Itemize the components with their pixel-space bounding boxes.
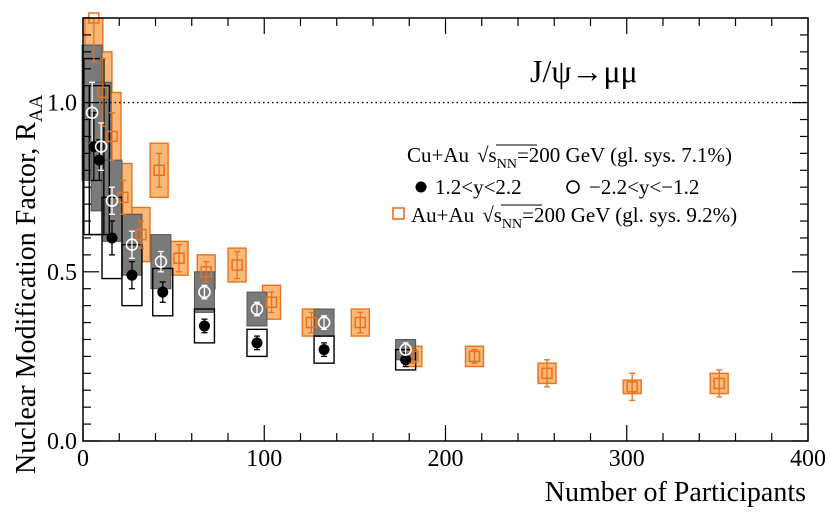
auau-point	[97, 86, 109, 99]
auau-point	[153, 164, 165, 177]
axes: 0 100 200 300 400 0.0 0.5 1.0	[47, 17, 826, 472]
auau-point	[173, 252, 185, 265]
y-tick-label: 0.5	[47, 260, 77, 286]
cuau-backward-point	[105, 194, 119, 208]
auau-point	[117, 191, 129, 204]
auau-point	[541, 367, 553, 380]
cuau-forward-point	[93, 154, 105, 166]
auau-point	[468, 350, 481, 363]
legend-auau-marker	[392, 207, 405, 220]
cuau-forward-sys-box	[152, 267, 174, 317]
cuau-forward-point	[318, 344, 330, 356]
cuau-backward-point	[85, 106, 99, 120]
auau-point	[354, 316, 367, 329]
legend-backward-marker	[566, 180, 580, 194]
process-label: J/ψ→μμ	[530, 53, 638, 89]
cuau-forward-sys-box	[193, 308, 216, 344]
y-axis-title: Nuclear Modification Factor, RAA	[11, 94, 47, 474]
legend-backward-label: −2.2<y<−1.2	[589, 175, 699, 199]
cuau-forward-point	[198, 320, 210, 332]
cuau-forward-point	[251, 337, 263, 349]
y-tick-label: 0.0	[47, 429, 77, 455]
data-markers	[85, 12, 725, 393]
legend-auau-title: Au+Au √sNN=200 GeV (gl. sys. 9.2%)	[411, 203, 737, 232]
y-tick-label: 1.0	[47, 91, 77, 117]
cuau-backward-point	[125, 238, 139, 252]
auau-point	[626, 381, 638, 393]
x-tick-label: 400	[790, 446, 826, 472]
x-tick-label: 300	[609, 446, 645, 472]
cuau-forward-point	[400, 354, 412, 366]
cuau-forward-point	[126, 269, 138, 281]
x-tick-label: 0	[77, 446, 89, 472]
legend-forward-marker	[415, 181, 427, 193]
auau-point	[713, 377, 725, 390]
cuau-forward-point	[157, 286, 169, 298]
auau-point	[200, 266, 212, 278]
cuau-backward-point	[198, 285, 211, 299]
cuau-backward-point	[154, 255, 168, 268]
cuau-backward-point	[250, 302, 264, 316]
auau-point	[135, 228, 147, 241]
legend-forward-label: 1.2<y<2.2	[435, 175, 522, 199]
cuau-forward-sys-box	[313, 335, 335, 364]
auau-point	[106, 130, 118, 143]
plot-frame	[82, 17, 809, 442]
cuau-forward-sys-box	[246, 328, 268, 358]
cuau-forward-point	[106, 232, 118, 244]
auau-point	[231, 259, 243, 271]
x-tick-label: 100	[246, 446, 282, 472]
auau-point	[265, 296, 278, 309]
auau-point	[305, 316, 318, 329]
cuau-backward-point	[94, 140, 108, 153]
cuau-backward-point	[317, 316, 331, 329]
x-tick-label: 200	[428, 446, 464, 472]
legend-cuau-title: Cu+Au √sNN=200 GeV (gl. sys. 7.1%)	[407, 143, 732, 172]
legend: Cu+Au √sNN=200 GeV (gl. sys. 7.1%) 1.2<y<…	[392, 143, 737, 232]
cuau-backward-point	[399, 343, 412, 356]
x-axis-title: Number of Participants	[545, 477, 806, 508]
